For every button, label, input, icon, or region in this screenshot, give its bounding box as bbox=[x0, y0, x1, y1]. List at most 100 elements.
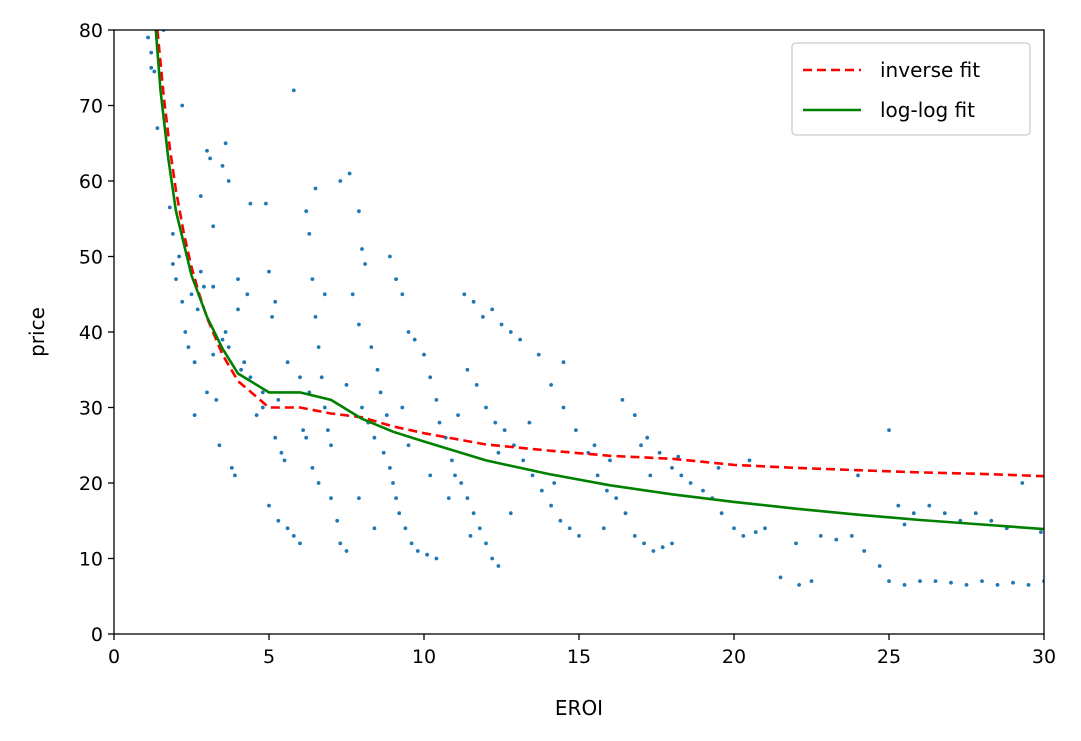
scatter-point bbox=[298, 375, 302, 380]
scatter-point bbox=[490, 307, 495, 312]
scatter-point bbox=[276, 518, 281, 523]
scatter-point bbox=[394, 496, 398, 500]
scatter-point bbox=[291, 534, 296, 538]
scatter-point bbox=[818, 534, 823, 538]
scatter-point bbox=[753, 530, 758, 534]
scatter-point bbox=[481, 315, 485, 319]
scatter-point bbox=[428, 375, 433, 380]
scatter-point bbox=[614, 496, 619, 500]
scatter-point bbox=[446, 496, 451, 500]
scatter-point bbox=[260, 405, 265, 410]
scatter-point bbox=[338, 179, 343, 183]
scatter-point bbox=[688, 481, 693, 485]
scatter-point bbox=[1039, 530, 1043, 534]
scatter-point bbox=[995, 583, 1000, 587]
scatter-point bbox=[964, 583, 969, 587]
scatter-point bbox=[236, 277, 240, 281]
scatter-point bbox=[220, 337, 225, 342]
scatter-point bbox=[518, 337, 522, 342]
scatter-point bbox=[911, 511, 916, 516]
scatter-point bbox=[394, 277, 398, 281]
scatter-point bbox=[623, 511, 628, 516]
scatter-point bbox=[245, 292, 250, 297]
scatter-point bbox=[378, 390, 383, 395]
scatter-point bbox=[574, 428, 578, 432]
scatter-point bbox=[902, 522, 907, 527]
scatter-point bbox=[561, 360, 566, 365]
scatter-point bbox=[260, 390, 265, 395]
scatter-point bbox=[459, 481, 464, 485]
scatter-point bbox=[741, 534, 746, 538]
scatter-point bbox=[902, 583, 907, 587]
scatter-point bbox=[363, 262, 367, 266]
scatter-point bbox=[632, 413, 637, 417]
scatter-point bbox=[381, 450, 386, 455]
scatter-point bbox=[326, 428, 330, 432]
y-tick-label: 40 bbox=[79, 322, 103, 344]
y-axis-ticks: 0 10 20 30 40 50 60 70 80 bbox=[79, 20, 114, 646]
scatter-point bbox=[223, 141, 228, 146]
scatter-point bbox=[1020, 481, 1025, 485]
scatter-point bbox=[298, 541, 302, 546]
scatter-point bbox=[322, 405, 327, 410]
scatter-point bbox=[918, 579, 922, 583]
legend-box bbox=[791, 42, 1031, 136]
scatter-point bbox=[896, 503, 901, 508]
scatter-point bbox=[397, 511, 402, 516]
scatter-point bbox=[415, 549, 420, 553]
scatter-point bbox=[502, 428, 507, 432]
scatter-point bbox=[388, 254, 392, 259]
scatter-point bbox=[313, 315, 318, 319]
scatter-point bbox=[1011, 580, 1015, 585]
scatter-point bbox=[198, 194, 203, 199]
scatter-point bbox=[282, 458, 287, 463]
scatter-point bbox=[834, 537, 839, 542]
legend-log-log-fit-label: log-log fit bbox=[880, 98, 975, 122]
scatter-point bbox=[601, 526, 606, 531]
scatter-point bbox=[205, 390, 209, 395]
scatter-point bbox=[267, 269, 271, 274]
scatter-point bbox=[642, 541, 646, 546]
scatter-point bbox=[567, 526, 572, 531]
scatter-point bbox=[620, 398, 625, 402]
scatter-point bbox=[477, 526, 482, 531]
scatter-point bbox=[254, 413, 259, 417]
scatter-point bbox=[450, 458, 454, 463]
scatter-point bbox=[357, 322, 361, 327]
scatter-point bbox=[316, 481, 321, 485]
scatter-point bbox=[592, 443, 597, 448]
scatter-point bbox=[552, 481, 557, 485]
scatter-point bbox=[171, 232, 175, 236]
scatter-point bbox=[763, 526, 767, 531]
scatter-point bbox=[285, 526, 290, 531]
scatter-point bbox=[465, 496, 470, 500]
scatter-point bbox=[425, 552, 429, 557]
scatter-point bbox=[412, 337, 417, 342]
scatter-point bbox=[657, 450, 662, 455]
scatter-point bbox=[319, 375, 324, 380]
scatter-point bbox=[239, 367, 244, 372]
scatter-point bbox=[285, 360, 290, 365]
scatter-point bbox=[530, 473, 535, 478]
scatter-point bbox=[344, 383, 349, 387]
scatter-point bbox=[205, 148, 209, 153]
scatter-point bbox=[471, 511, 476, 516]
scatter-point bbox=[403, 526, 408, 531]
scatter-point bbox=[273, 299, 278, 304]
scatter-point bbox=[372, 435, 377, 440]
scatter-point bbox=[797, 583, 801, 587]
scatter-point bbox=[595, 473, 600, 478]
scatter-point bbox=[648, 473, 653, 478]
scatter-point bbox=[462, 292, 467, 297]
scatter-point bbox=[778, 575, 783, 580]
scatter-point bbox=[849, 534, 854, 538]
scatter-point bbox=[493, 420, 498, 425]
scatter-point bbox=[496, 564, 501, 568]
fit-lines bbox=[154, 30, 1044, 531]
x-tick-label: 0 bbox=[108, 646, 120, 668]
scatter-point bbox=[236, 307, 240, 312]
scatter-point bbox=[496, 450, 501, 455]
scatter-point bbox=[388, 466, 392, 470]
scatter-point bbox=[270, 315, 274, 319]
scatter-point bbox=[561, 405, 566, 410]
